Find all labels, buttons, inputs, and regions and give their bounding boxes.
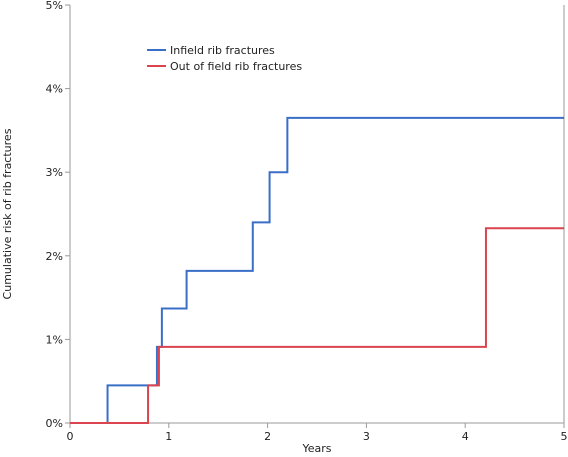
series-lines	[70, 116, 564, 424]
legend-label-1: Out of field rib fractures	[170, 60, 302, 73]
x-tick-label: 3	[363, 430, 370, 443]
x-axis-label: Years	[301, 442, 331, 455]
series-line-1	[70, 227, 564, 424]
x-tick-label: 2	[264, 430, 271, 443]
x-tick-label: 1	[165, 430, 172, 443]
ticks: 0% 1% 2% 3% 4% 5% 0 1 2 3 4 5	[46, 0, 568, 443]
x-tick-label: 5	[561, 430, 568, 443]
y-tick-label: 0%	[46, 417, 63, 430]
axes	[69, 5, 565, 424]
series-line-0	[70, 116, 564, 424]
x-tick-label: 4	[462, 430, 469, 443]
y-tick-label: 3%	[46, 166, 63, 179]
legend: Infield rib fractures Out of field rib fr…	[147, 44, 302, 73]
y-tick-label: 2%	[46, 250, 63, 263]
x-tick-label: 0	[67, 430, 74, 443]
y-tick-label: 5%	[46, 0, 63, 12]
y-tick-label: 4%	[46, 83, 63, 96]
y-tick-label: 1%	[46, 333, 63, 346]
y-axis-label: Cumulative risk of rib fractures	[1, 128, 14, 299]
legend-label-0: Infield rib fractures	[170, 44, 275, 57]
